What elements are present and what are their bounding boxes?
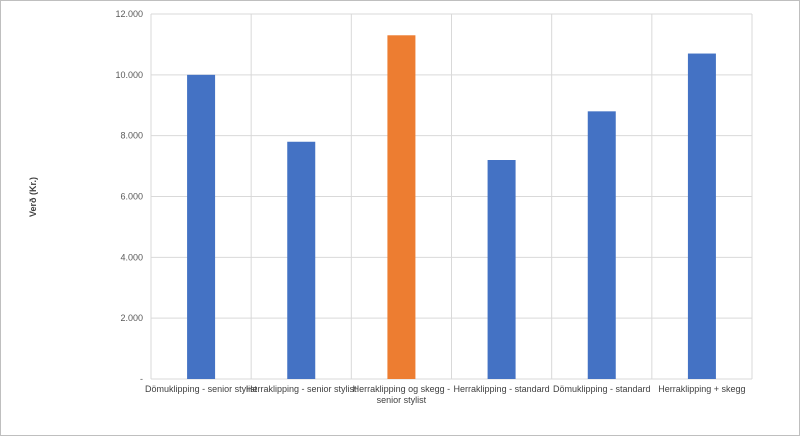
x-category-label-3: Herraklipping - standard (454, 384, 550, 394)
y-tick-label-0: - (140, 374, 143, 384)
y-tick-label-4: 8.000 (120, 131, 143, 141)
y-axis-title: Verð (Kr.) (28, 177, 38, 217)
bar-4 (587, 111, 616, 379)
bar-5 (687, 53, 716, 380)
y-tick-label-1: 2.000 (120, 313, 143, 323)
y-tick-label-3: 6.000 (120, 192, 143, 202)
bar-1 (287, 141, 316, 379)
x-category-label-5: Herraklipping + skegg (658, 384, 745, 394)
bar-3 (487, 160, 516, 379)
y-tick-label-6: 12.000 (115, 9, 143, 19)
x-category-label-4: Dömuklipping - standard (553, 384, 651, 394)
x-category-label-0: Dömuklipping - senior stylist (145, 384, 258, 394)
bar-series (187, 35, 716, 380)
bar-0 (187, 74, 216, 379)
y-tick-label-5: 10.000 (115, 70, 143, 80)
y-tick-label-2: 4.000 (120, 252, 143, 262)
x-category-label-1: Herraklipping - senior stylist (246, 384, 357, 394)
vertical-gridlines (150, 14, 753, 379)
x-category-label-2-line-0: Herraklipping og skegg - (353, 384, 451, 394)
x-axis-category-labels: Dömuklipping - senior stylistHerraklippi… (145, 384, 746, 405)
y-axis-tick-labels: - 2.000 4.000 6.000 8.000 10.000 12.000 (115, 9, 143, 384)
bar-2 (387, 35, 416, 380)
x-category-label-2-line-1: senior stylist (377, 395, 427, 405)
